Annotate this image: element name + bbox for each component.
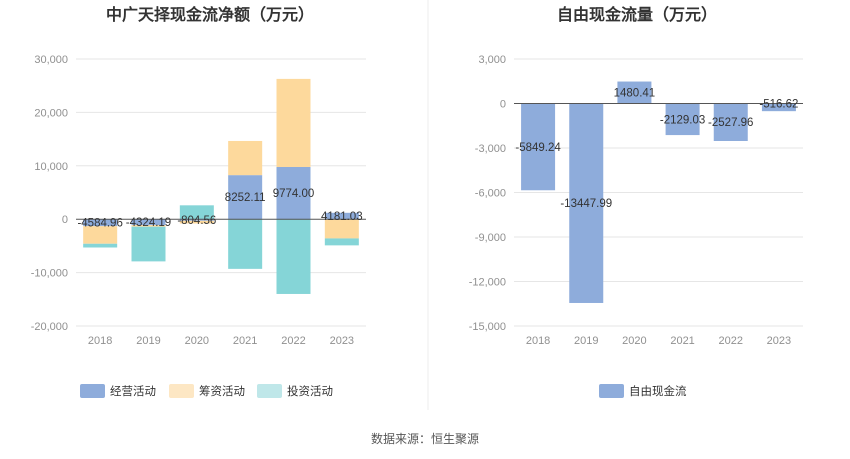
bar-investing-2023 (324, 238, 359, 246)
bar-fcf-2023 (761, 103, 796, 112)
bar-operating-2019 (131, 219, 166, 226)
left-chart-title: 中广天择现金流净额（万元） (106, 5, 314, 24)
right-data-label: 1480.41 (614, 88, 656, 100)
right-y-tick-label: -15,000 (469, 321, 506, 333)
data-source: 数据来源：恒生聚源 (371, 431, 479, 446)
net-cash-flow-chart: 中广天择现金流净额（万元） 30,000 20,000 10,000 0 -10,000… (31, 5, 366, 398)
left-data-label: -804.56 (177, 215, 216, 227)
right-x-tick-label: 2019 (574, 335, 598, 347)
bar-operating-2022 (276, 167, 311, 220)
bar-fcf-2022 (713, 103, 748, 141)
bar-investing-2020 (179, 205, 214, 220)
bar-investing-2019 (131, 226, 166, 262)
right-data-label: -2527.96 (708, 117, 753, 129)
right-x-tick-label: 2022 (719, 335, 743, 347)
bar-fcf-2021 (665, 103, 700, 136)
right-chart-title: 自由现金流量（万元） (557, 5, 717, 24)
left-x-tick-label: 2020 (185, 335, 209, 347)
right-data-label: -2129.03 (660, 114, 705, 126)
bar-financing-2022 (276, 78, 311, 168)
bar-operating-2020 (179, 219, 214, 221)
left-x-tick-label: 2022 (281, 335, 305, 347)
legend-swatch-investing (257, 384, 282, 398)
right-x-tick-label: 2023 (767, 335, 791, 347)
right-x-tick-label: 2018 (526, 335, 550, 347)
left-data-label: 8252.11 (225, 192, 266, 204)
left-y-tick-label: 30,000 (34, 54, 68, 66)
right-y-tick-label: 0 (500, 99, 506, 111)
bar-financing-2018 (83, 226, 118, 244)
left-x-tick-label: 2019 (136, 335, 160, 347)
left-y-tick-label: -10,000 (31, 268, 68, 280)
left-data-label: -4324.19 (126, 217, 171, 229)
right-data-label: -13447.99 (560, 198, 612, 210)
bar-financing-2019 (131, 225, 166, 227)
right-y-tick-label: 3,000 (478, 54, 506, 66)
left-legend[interactable]: 经营活动 筹资活动 投资活动 (80, 384, 333, 398)
left-data-label: 4181.03 (321, 211, 363, 223)
legend-label-operating: 经营活动 (110, 384, 156, 398)
bar-fcf-2020 (617, 81, 652, 104)
left-x-tick-label: 2023 (330, 335, 354, 347)
free-cash-flow-chart: 自由现金流量（万元） 3,000 0 -3,000 -6,000 -9,000 -12,0… (469, 5, 803, 398)
bar-financing-2021 (228, 140, 263, 176)
bar-investing-2018 (83, 243, 118, 248)
left-data-label: -4584.96 (77, 218, 122, 230)
left-y-tick-label: 0 (62, 214, 68, 226)
right-y-tick-label: -6,000 (475, 188, 506, 200)
bar-operating-2018 (83, 219, 118, 227)
legend-label-financing: 筹资活动 (199, 384, 245, 398)
left-y-tick-label: 20,000 (34, 107, 68, 119)
bar-fcf-2019 (569, 103, 604, 303)
right-x-tick-label: 2020 (622, 335, 646, 347)
right-y-tick-label: -3,000 (475, 143, 506, 155)
legend-swatch-financing (169, 384, 194, 398)
bar-financing-2023 (324, 219, 359, 239)
legend-label-fcf: 自由现金流 (629, 384, 687, 398)
right-data-label: -516.62 (759, 99, 798, 111)
bar-investing-2021 (228, 219, 263, 269)
right-data-label: -5849.24 (515, 142, 561, 154)
right-y-tick-label: -12,000 (469, 277, 506, 289)
legend-swatch-fcf (599, 384, 624, 398)
left-x-tick-label: 2018 (88, 335, 112, 347)
legend-label-investing: 投资活动 (287, 384, 333, 398)
right-legend[interactable]: 自由现金流 (599, 384, 687, 398)
bar-operating-2023 (324, 212, 359, 220)
right-x-tick-label: 2021 (670, 335, 694, 347)
bar-fcf-2018 (521, 103, 556, 191)
bar-investing-2022 (276, 219, 311, 294)
right-y-tick-label: -9,000 (475, 232, 506, 244)
left-x-tick-label: 2021 (233, 335, 257, 347)
left-y-tick-label: 10,000 (34, 161, 68, 173)
legend-swatch-operating (80, 384, 105, 398)
bar-operating-2021 (228, 175, 263, 220)
left-y-tick-label: -20,000 (31, 321, 68, 333)
bar-financing-2020 (179, 220, 214, 224)
left-data-label: 9774.00 (273, 188, 315, 200)
